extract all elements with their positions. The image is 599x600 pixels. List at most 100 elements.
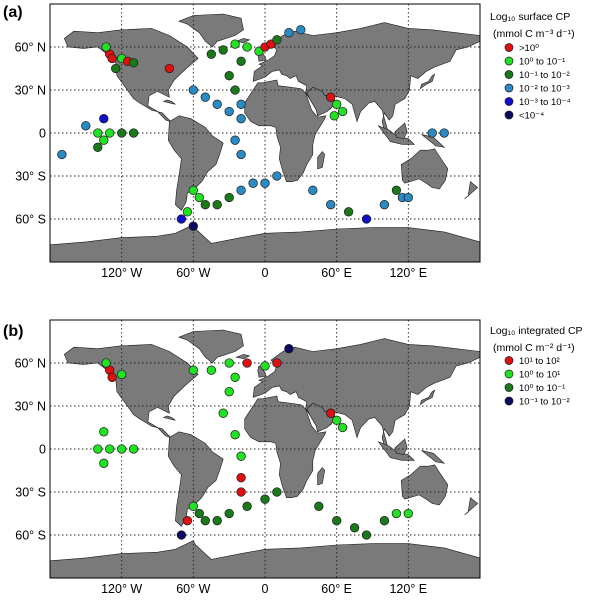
- legend-entry-label: 10⁰ to 10¹: [519, 370, 560, 381]
- sample-point: [391, 508, 402, 519]
- land-australia: [400, 148, 449, 190]
- sample-point: [107, 372, 117, 382]
- lat-tick-label: 60° N: [15, 357, 46, 371]
- sample-point: [206, 49, 216, 59]
- sample-point: [230, 39, 240, 49]
- sample-point: [99, 135, 109, 145]
- sample-point: [230, 430, 240, 440]
- sample-point: [403, 192, 413, 203]
- sample-point: [236, 114, 246, 124]
- lon-tick-label: 60° E: [321, 582, 352, 596]
- sample-point: [182, 207, 193, 217]
- sample-point: [200, 516, 210, 526]
- panel-a-label: (a): [3, 4, 23, 21]
- sample-point: [439, 128, 449, 138]
- sample-point: [224, 508, 234, 519]
- legend-marker: [504, 43, 514, 52]
- legend-a-title-line2: (mmol C m⁻³ d⁻¹): [493, 28, 575, 40]
- sample-point: [236, 56, 246, 66]
- sample-point: [272, 35, 282, 45]
- lon-tick-label: 60° W: [176, 266, 210, 280]
- sample-point: [224, 387, 234, 397]
- legend-entry-label: 10⁰ to 10⁻¹: [519, 57, 565, 68]
- sample-point: [272, 171, 282, 181]
- sample-point: [379, 200, 390, 210]
- sample-point: [224, 192, 234, 203]
- sample-point: [93, 444, 103, 454]
- sample-point: [200, 200, 210, 210]
- land-madagascar: [317, 467, 326, 486]
- sample-point: [93, 128, 103, 138]
- legend-entry-label: 10⁻¹ to 10⁻²: [519, 70, 570, 81]
- sample-point: [188, 85, 198, 95]
- sample-point: [332, 516, 342, 526]
- sample-point: [57, 149, 67, 160]
- sample-point: [236, 149, 246, 160]
- sample-point: [260, 361, 270, 371]
- sample-point: [224, 106, 234, 117]
- sample-point: [236, 451, 246, 461]
- axis-ticks-a: 60° N 30° N 0 30° S 60° S 120° W 60° W 0 60° E 12…: [15, 41, 428, 281]
- land-australia: [400, 464, 449, 506]
- legend-entry-label: 10¹ to 10²: [519, 356, 560, 367]
- sample-point: [329, 111, 339, 121]
- lon-tick-label: 0: [262, 266, 269, 280]
- sample-point: [218, 45, 228, 55]
- sample-point: [105, 128, 115, 138]
- sample-point: [260, 178, 270, 188]
- sample-point: [242, 42, 252, 52]
- sample-point: [326, 92, 336, 102]
- sample-point: [128, 444, 139, 454]
- sample-point: [176, 214, 187, 224]
- sample-point: [194, 508, 204, 519]
- legend-entry-label: 10⁻¹ to 10⁻²: [519, 397, 570, 408]
- legend-marker: [504, 70, 514, 79]
- sample-point: [212, 516, 222, 526]
- land-madagascar: [317, 151, 326, 170]
- sample-point: [230, 85, 240, 95]
- sample-point: [361, 530, 372, 540]
- land-japan: [419, 389, 436, 406]
- sample-point: [248, 178, 258, 188]
- sample-point: [188, 185, 198, 195]
- sample-point: [361, 214, 372, 224]
- lon-tick-label: 0: [262, 582, 269, 596]
- lat-tick-label: 30° N: [15, 84, 46, 98]
- land-greenland: [178, 13, 244, 48]
- sample-point: [230, 135, 240, 145]
- lat-tick-label: 30° N: [15, 400, 46, 414]
- lat-tick-label: 30° S: [15, 486, 46, 500]
- land-iceland: [235, 354, 251, 360]
- sample-point: [188, 365, 198, 375]
- sample-point: [200, 92, 210, 102]
- land-greenland: [178, 329, 244, 364]
- map-a: [49, 3, 481, 263]
- sample-point: [260, 494, 270, 504]
- land-cuba: [162, 415, 176, 421]
- sample-point: [284, 28, 294, 38]
- map-b: [49, 319, 481, 579]
- sample-point: [332, 99, 342, 109]
- sample-point: [212, 99, 222, 109]
- legend-marker: [504, 97, 514, 106]
- map-frame: [49, 3, 481, 263]
- sample-point: [164, 63, 175, 74]
- sample-point: [224, 358, 234, 368]
- sample-point: [284, 344, 294, 354]
- sample-point: [391, 185, 402, 195]
- legend-marker: [504, 110, 514, 120]
- land-new-zealand: [464, 497, 479, 516]
- sample-point: [81, 121, 91, 131]
- legend-entry-label: >10⁰: [519, 43, 539, 54]
- sample-point: [427, 128, 437, 138]
- sample-point: [272, 358, 282, 368]
- sample-point: [332, 415, 342, 425]
- lat-tick-label: 60° S: [15, 213, 46, 227]
- legend-entry-label: 10⁰ to 10⁻¹: [519, 383, 565, 394]
- legend-marker: [504, 396, 514, 406]
- legend-entry-label: <10⁻⁴: [519, 111, 544, 122]
- legend-b-title-line2: (mmol C m⁻² d⁻¹): [493, 342, 575, 354]
- sample-point: [236, 99, 246, 109]
- sample-point: [218, 408, 228, 418]
- panel-b-label: (b): [3, 323, 23, 340]
